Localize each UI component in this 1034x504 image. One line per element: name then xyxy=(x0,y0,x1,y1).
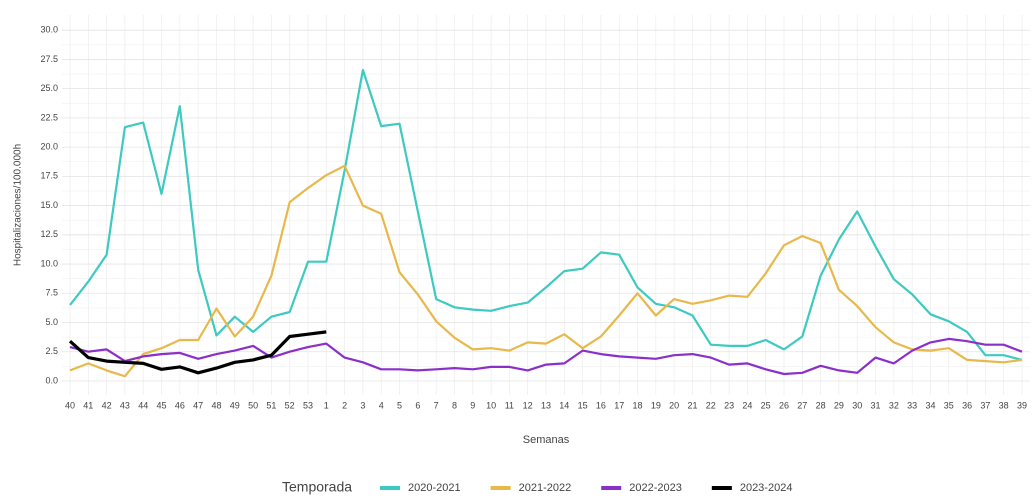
x-tick-label: 46 xyxy=(175,400,185,410)
x-tick-label: 8 xyxy=(452,400,457,410)
x-tick-label: 10 xyxy=(486,400,496,410)
x-tick-label: 2 xyxy=(342,400,347,410)
series-line xyxy=(69,164,1023,378)
series-line xyxy=(69,68,1023,361)
y-tick-label: 15.0 xyxy=(40,200,58,210)
legend-title: Temporada xyxy=(282,479,352,495)
x-tick-label: 22 xyxy=(706,400,716,410)
x-tick-label: 1 xyxy=(324,400,329,410)
y-tick-label: 0.0 xyxy=(45,375,58,385)
x-axis-title: Semanas xyxy=(523,434,570,446)
x-tick-label: 37 xyxy=(980,400,990,410)
x-tick-label: 11 xyxy=(505,400,514,410)
x-tick-label: 15 xyxy=(578,400,588,410)
x-tick-label: 27 xyxy=(797,400,807,410)
x-tick-label: 28 xyxy=(816,400,826,410)
x-tick-label: 45 xyxy=(157,400,167,410)
x-tick-label: 16 xyxy=(596,400,606,410)
y-tick-label: 25.0 xyxy=(40,83,58,93)
x-tick-label: 14 xyxy=(559,400,569,410)
x-tick-label: 33 xyxy=(907,400,917,410)
x-tick-label: 3 xyxy=(360,400,365,410)
series-line xyxy=(69,337,1023,376)
x-tick-label: 13 xyxy=(541,400,551,410)
legend-label: 2020-2021 xyxy=(408,482,461,494)
x-tick-label: 42 xyxy=(102,400,112,410)
x-tick-label: 12 xyxy=(523,400,533,410)
series-line xyxy=(68,330,327,375)
y-tick-label: 27.5 xyxy=(40,54,58,64)
y-tick-label: 5.0 xyxy=(45,317,58,327)
y-tick-label: 10.0 xyxy=(40,258,58,268)
x-tick-label: 40 xyxy=(65,400,75,410)
x-tick-label: 47 xyxy=(193,400,203,410)
x-tick-label: 34 xyxy=(925,400,935,410)
y-tick-label: 20.0 xyxy=(40,141,58,151)
legend-label: 2021-2022 xyxy=(519,482,572,494)
x-tick-label: 52 xyxy=(285,400,295,410)
y-tick-label: 30.0 xyxy=(40,25,58,35)
x-tick-label: 4 xyxy=(379,400,384,410)
y-tick-label: 7.5 xyxy=(45,288,58,298)
x-tick-label: 21 xyxy=(687,400,697,410)
x-tick-label: 29 xyxy=(834,400,844,410)
y-tick-label: 17.5 xyxy=(40,171,58,181)
x-tick-label: 20 xyxy=(669,400,679,410)
x-tick-label: 53 xyxy=(303,400,313,410)
y-tick-label: 22.5 xyxy=(40,112,58,122)
x-tick-label: 25 xyxy=(761,400,771,410)
x-tick-label: 9 xyxy=(470,400,475,410)
x-tick-label: 23 xyxy=(724,400,734,410)
x-tick-label: 7 xyxy=(434,400,439,410)
y-tick-label: 12.5 xyxy=(40,229,58,239)
legend-label: 2023-2024 xyxy=(740,482,793,494)
x-tick-label: 19 xyxy=(651,400,661,410)
x-tick-label: 35 xyxy=(944,400,954,410)
x-tick-label: 5 xyxy=(397,400,402,410)
x-tick-label: 41 xyxy=(83,400,93,410)
x-tick-label: 50 xyxy=(248,400,258,410)
x-tick-label: 30 xyxy=(852,400,862,410)
x-tick-label: 18 xyxy=(633,400,643,410)
x-tick-label: 44 xyxy=(138,400,148,410)
x-tick-label: 24 xyxy=(742,400,752,410)
x-tick-label: 38 xyxy=(999,400,1009,410)
y-axis-title: Hospitalizaciones/100.000h xyxy=(13,144,24,266)
y-tick-label: 2.5 xyxy=(45,346,58,356)
legend-label: 2022-2023 xyxy=(629,482,682,494)
x-tick-label: 36 xyxy=(962,400,972,410)
x-tick-label: 43 xyxy=(120,400,130,410)
x-tick-label: 17 xyxy=(614,400,624,410)
x-tick-label: 32 xyxy=(889,400,899,410)
x-tick-label: 49 xyxy=(230,400,240,410)
x-tick-label: 26 xyxy=(779,400,789,410)
x-tick-label: 48 xyxy=(211,400,221,410)
x-tick-label: 6 xyxy=(415,400,420,410)
x-tick-label: 39 xyxy=(1017,400,1027,410)
x-tick-label: 51 xyxy=(266,400,276,410)
x-tick-label: 31 xyxy=(871,400,881,410)
